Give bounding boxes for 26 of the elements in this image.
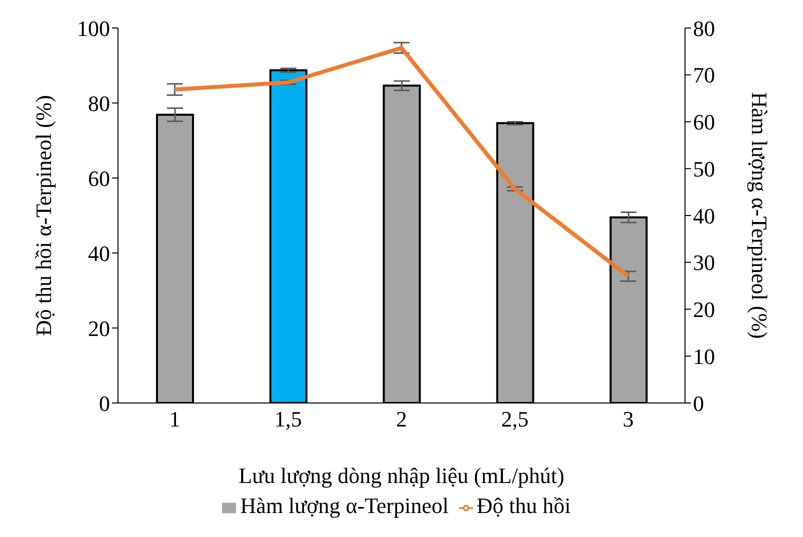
line-series <box>172 46 630 278</box>
legend-label: Độ thu hồi <box>476 493 571 518</box>
y2-axis-title: Hàm lượng α-Terpineol (%) <box>747 92 772 339</box>
y-tick-label: 40 <box>88 240 110 266</box>
y-tick-label: 20 <box>88 316 110 341</box>
y2-tick-label: 20 <box>693 297 715 322</box>
y-tick-label: 100 <box>77 16 110 41</box>
x-tick-label: 2 <box>396 406 407 432</box>
y2-tick-label: 50 <box>693 156 715 182</box>
y-axis-title: Độ thu hồi α-Terpineol (%) <box>30 95 56 336</box>
x-tick-label: 1,5 <box>274 406 302 432</box>
y2-tick-label: 80 <box>693 16 715 41</box>
y2-tick-label: 10 <box>693 344 715 369</box>
y-tick-label: 0 <box>99 390 110 416</box>
legend-label: Hàm lượng α-Terpineol <box>240 493 449 518</box>
x-tick-label: 3 <box>622 406 634 432</box>
y-tick-label: 80 <box>88 90 110 116</box>
y-tick-label: 60 <box>88 166 110 191</box>
y2-tick-label: 0 <box>693 390 704 416</box>
x-tick-label: 2,5 <box>501 406 529 432</box>
y2-tick-label: 40 <box>693 203 715 228</box>
x-axis-title: Lưu lượng dòng nhập liệu (mL/phút) <box>238 463 564 488</box>
x-tick-label: 1 <box>169 406 180 432</box>
y2-tick-label: 70 <box>693 62 715 88</box>
y2-tick-label: 60 <box>693 110 715 135</box>
y2-tick-label: 30 <box>693 250 715 276</box>
